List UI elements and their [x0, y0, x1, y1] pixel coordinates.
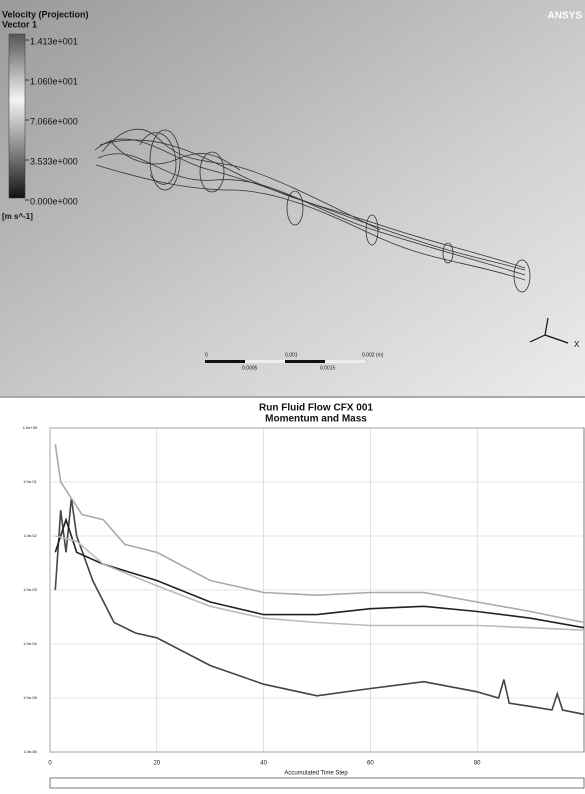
y-tick-label: 1.0e-06: [23, 749, 37, 754]
color-bar-label: 1.413e+001: [30, 36, 78, 46]
legend: [50, 778, 584, 788]
chart-subtitle: Momentum and Mass: [265, 414, 367, 425]
scale-bar: [205, 360, 365, 363]
scale-label: 0: [205, 352, 208, 358]
x-tick-label: 40: [260, 761, 267, 767]
screenshot: Velocity (Projection) Vector 1 1.413e+00…: [0, 0, 585, 794]
logo: ANSYS: [548, 11, 583, 22]
x-tick-label: 0: [48, 761, 52, 767]
y-tick-label: 1.0e-03: [23, 587, 37, 592]
scale-label: 0.001: [285, 352, 298, 358]
y-tick-label: 1.0e-02: [23, 533, 37, 538]
color-bar-label: 1.060e+001: [30, 76, 78, 86]
x-axis-label: Accumulated Time Step: [284, 771, 348, 777]
x-tick-label: 20: [153, 761, 160, 767]
units: [m s^-1]: [2, 212, 33, 221]
color-bar-label: 3.533e+000: [30, 156, 78, 166]
viewport: [0, 0, 585, 396]
y-tick-label: 1.0e-04: [23, 641, 37, 646]
y-tick-label: 1.0e-05: [23, 695, 37, 700]
x-tick-label: 60: [367, 761, 374, 767]
y-tick-label: 1.0e+00: [23, 425, 38, 430]
scale-label: 0.002 (m): [362, 352, 384, 358]
legend-subtitle: Vector 1: [2, 19, 37, 29]
x-tick-label: 80: [474, 761, 481, 767]
color-bar-label: 0.000e+000: [30, 196, 78, 206]
axis-triad-x: X: [574, 340, 580, 349]
color-bar: [9, 34, 25, 198]
chart-title: Run Fluid Flow CFX 001: [259, 403, 373, 414]
y-tick-label: 1.0e-01: [23, 479, 37, 484]
scale-label: 0.0005: [242, 365, 258, 371]
color-bar-label: 7.066e+000: [30, 116, 78, 126]
scale-label: 0.0015: [320, 365, 336, 371]
legend-title: Velocity (Projection): [2, 9, 89, 19]
